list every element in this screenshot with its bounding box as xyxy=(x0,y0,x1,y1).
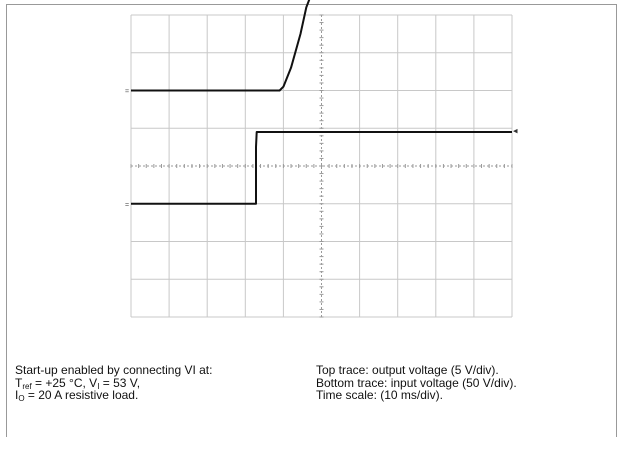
caption-text: T xyxy=(15,375,23,390)
caption-subscript: O xyxy=(18,394,25,403)
caption-text: I xyxy=(15,388,19,402)
input-voltage-trace xyxy=(131,131,512,205)
legend-bottom-trace: Bottom trace: input voltage (50 V/div). xyxy=(316,375,517,390)
caption-line-1: Start-up enabled by connecting VI at: xyxy=(15,363,213,377)
caption-text: = +25 °C, V xyxy=(31,375,98,390)
legend-time-scale: Time scale: (10 ms/div). xyxy=(316,388,443,402)
scope-traces xyxy=(131,0,512,205)
figure-frame xyxy=(6,4,617,437)
channel-2-marker: = xyxy=(125,202,129,209)
caption-line-2: Tref = +25 °C, VI = 53 V, xyxy=(15,375,212,391)
channel-1-marker: = xyxy=(125,89,129,96)
output-voltage-trace xyxy=(131,0,311,92)
caption-conditions: Start-up enabled by connecting VI at: Tr… xyxy=(15,363,213,403)
trigger-level-marker: ◂ xyxy=(513,126,518,136)
scope-markers: = = ◂ xyxy=(125,89,518,209)
caption-trace-legend: Top trace: output voltage (5 V/div). Bot… xyxy=(316,364,517,402)
legend-top-trace: Top trace: output voltage (5 V/div). xyxy=(316,363,499,377)
caption-text: = 20 A resistive load. xyxy=(24,388,139,402)
caption-subscript: I xyxy=(97,381,100,391)
scope-grid xyxy=(130,14,513,318)
caption-subscript: ref xyxy=(22,381,32,391)
caption-line-3: IO = 20 A resistive load. xyxy=(15,388,212,403)
caption-text: = 53 V, xyxy=(99,375,141,390)
